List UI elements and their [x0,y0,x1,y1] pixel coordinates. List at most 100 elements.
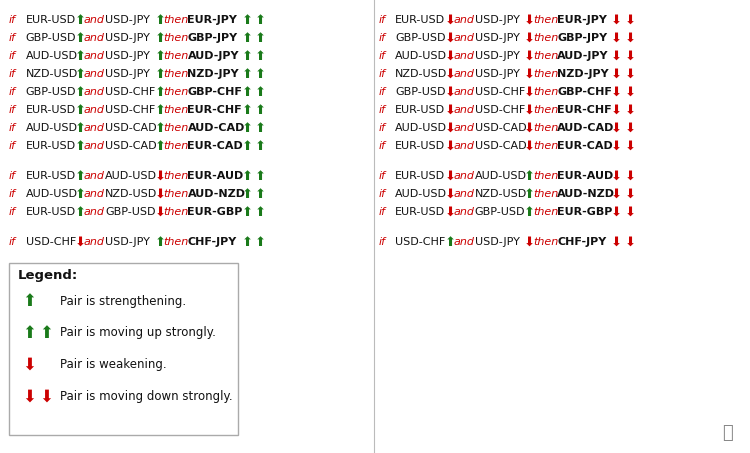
Text: ⬆: ⬆ [524,188,536,201]
Text: ⬆: ⬆ [242,206,253,219]
Text: GBP-USD: GBP-USD [26,87,76,97]
Text: and: and [84,15,105,25]
Text: ⬆: ⬆ [255,86,266,99]
Text: and: and [454,15,475,25]
Text: and: and [84,34,105,43]
Text: ⬆: ⬆ [154,236,166,249]
Text: EUR-JPY: EUR-JPY [557,15,608,25]
Text: ⬇: ⬇ [611,140,622,153]
Text: ⬆: ⬆ [154,14,166,27]
Text: ⬇: ⬇ [625,122,636,135]
Text: ⬇: ⬇ [625,50,636,63]
Text: AUD-USD: AUD-USD [395,123,447,133]
Text: Pair is strengthening.: Pair is strengthening. [60,295,186,308]
Text: ⬇: ⬇ [524,68,536,81]
Text: GBP-JPY: GBP-JPY [188,34,238,43]
Text: ⬆: ⬆ [255,68,266,81]
Text: ⬆: ⬆ [22,324,36,342]
Text: and: and [454,106,475,116]
Text: then: then [533,207,559,217]
Text: if: if [379,189,386,199]
Text: ⬇: ⬇ [445,14,456,27]
Text: USD-CAD: USD-CAD [105,141,157,151]
Text: if: if [379,51,386,62]
Text: USD-CHF: USD-CHF [475,87,525,97]
Text: ⬆: ⬆ [242,122,253,135]
Text: ⬆: ⬆ [75,32,86,45]
Text: Pair is moving up strongly.: Pair is moving up strongly. [60,327,216,339]
Text: USD-JPY: USD-JPY [105,15,150,25]
Text: EUR-GBP: EUR-GBP [188,207,243,217]
Text: then: then [533,87,559,97]
Text: GBP-JPY: GBP-JPY [557,34,608,43]
Text: then: then [533,123,559,133]
Text: USD-CHF: USD-CHF [475,106,525,116]
Text: ⬇: ⬇ [445,50,456,63]
Text: if: if [9,51,16,62]
Text: ⬆: ⬆ [75,68,86,81]
Text: then: then [533,189,559,199]
Text: if: if [379,106,386,116]
Text: EUR-CHF: EUR-CHF [557,106,612,116]
Text: EUR-USD: EUR-USD [26,141,76,151]
Text: if: if [9,15,16,25]
Text: ⬆: ⬆ [154,140,166,153]
Text: ⬇: ⬇ [625,236,636,249]
Text: ⬇: ⬇ [625,170,636,183]
Text: USD-JPY: USD-JPY [105,34,150,43]
Text: GBP-CHF: GBP-CHF [188,87,242,97]
Text: ⬆: ⬆ [154,122,166,135]
Text: ⬇: ⬇ [22,387,36,405]
Text: ⬇: ⬇ [625,104,636,117]
Text: EUR-USD: EUR-USD [395,15,445,25]
Text: and: and [84,207,105,217]
Text: ⬇: ⬇ [611,86,622,99]
Text: EUR-USD: EUR-USD [26,171,76,181]
Text: then: then [164,123,189,133]
Text: ⬇: ⬇ [445,32,456,45]
Text: ⬇: ⬇ [524,104,536,117]
Text: GBP-USD: GBP-USD [26,34,76,43]
Text: EUR-AUD: EUR-AUD [557,171,614,181]
Text: then: then [164,189,189,199]
Text: CHF-JPY: CHF-JPY [188,237,237,247]
Text: EUR-USD: EUR-USD [26,207,76,217]
Text: ⬆: ⬆ [242,32,253,45]
Text: ⬇: ⬇ [611,170,622,183]
Text: AUD-JPY: AUD-JPY [188,51,239,62]
Text: ⬇: ⬇ [611,14,622,27]
Text: GBP-CHF: GBP-CHF [557,87,612,97]
Text: ⬇: ⬇ [625,32,636,45]
Text: ⬆: ⬆ [75,188,86,201]
Text: GBP-USD: GBP-USD [395,34,445,43]
Text: ⬇: ⬇ [625,68,636,81]
Text: and: and [454,34,475,43]
Text: ⬆: ⬆ [154,104,166,117]
Text: ⬇: ⬇ [611,68,622,81]
Text: ⬇: ⬇ [22,356,36,374]
Text: ⬇: ⬇ [524,140,536,153]
Text: if: if [9,189,16,199]
Text: if: if [379,171,386,181]
Text: EUR-JPY: EUR-JPY [188,15,237,25]
Text: ⬇: ⬇ [611,236,622,249]
Text: ⬇: ⬇ [625,206,636,219]
Text: ⬆: ⬆ [75,170,86,183]
Text: USD-CAD: USD-CAD [105,123,157,133]
Text: then: then [533,106,559,116]
Text: ⬆: ⬆ [154,32,166,45]
Text: USD-JPY: USD-JPY [475,51,520,62]
Text: if: if [379,123,386,133]
Text: EUR-USD: EUR-USD [395,171,445,181]
Text: ⬇: ⬇ [524,32,536,45]
Text: if: if [379,15,386,25]
Text: then: then [533,69,559,79]
Text: USD-CHF: USD-CHF [26,237,76,247]
Text: and: and [454,141,475,151]
Text: if: if [9,106,16,116]
Text: and: and [454,123,475,133]
Text: ⬇: ⬇ [611,32,622,45]
Text: ⬆: ⬆ [255,188,266,201]
Text: EUR-GBP: EUR-GBP [557,207,613,217]
Text: ⬆: ⬆ [75,14,86,27]
